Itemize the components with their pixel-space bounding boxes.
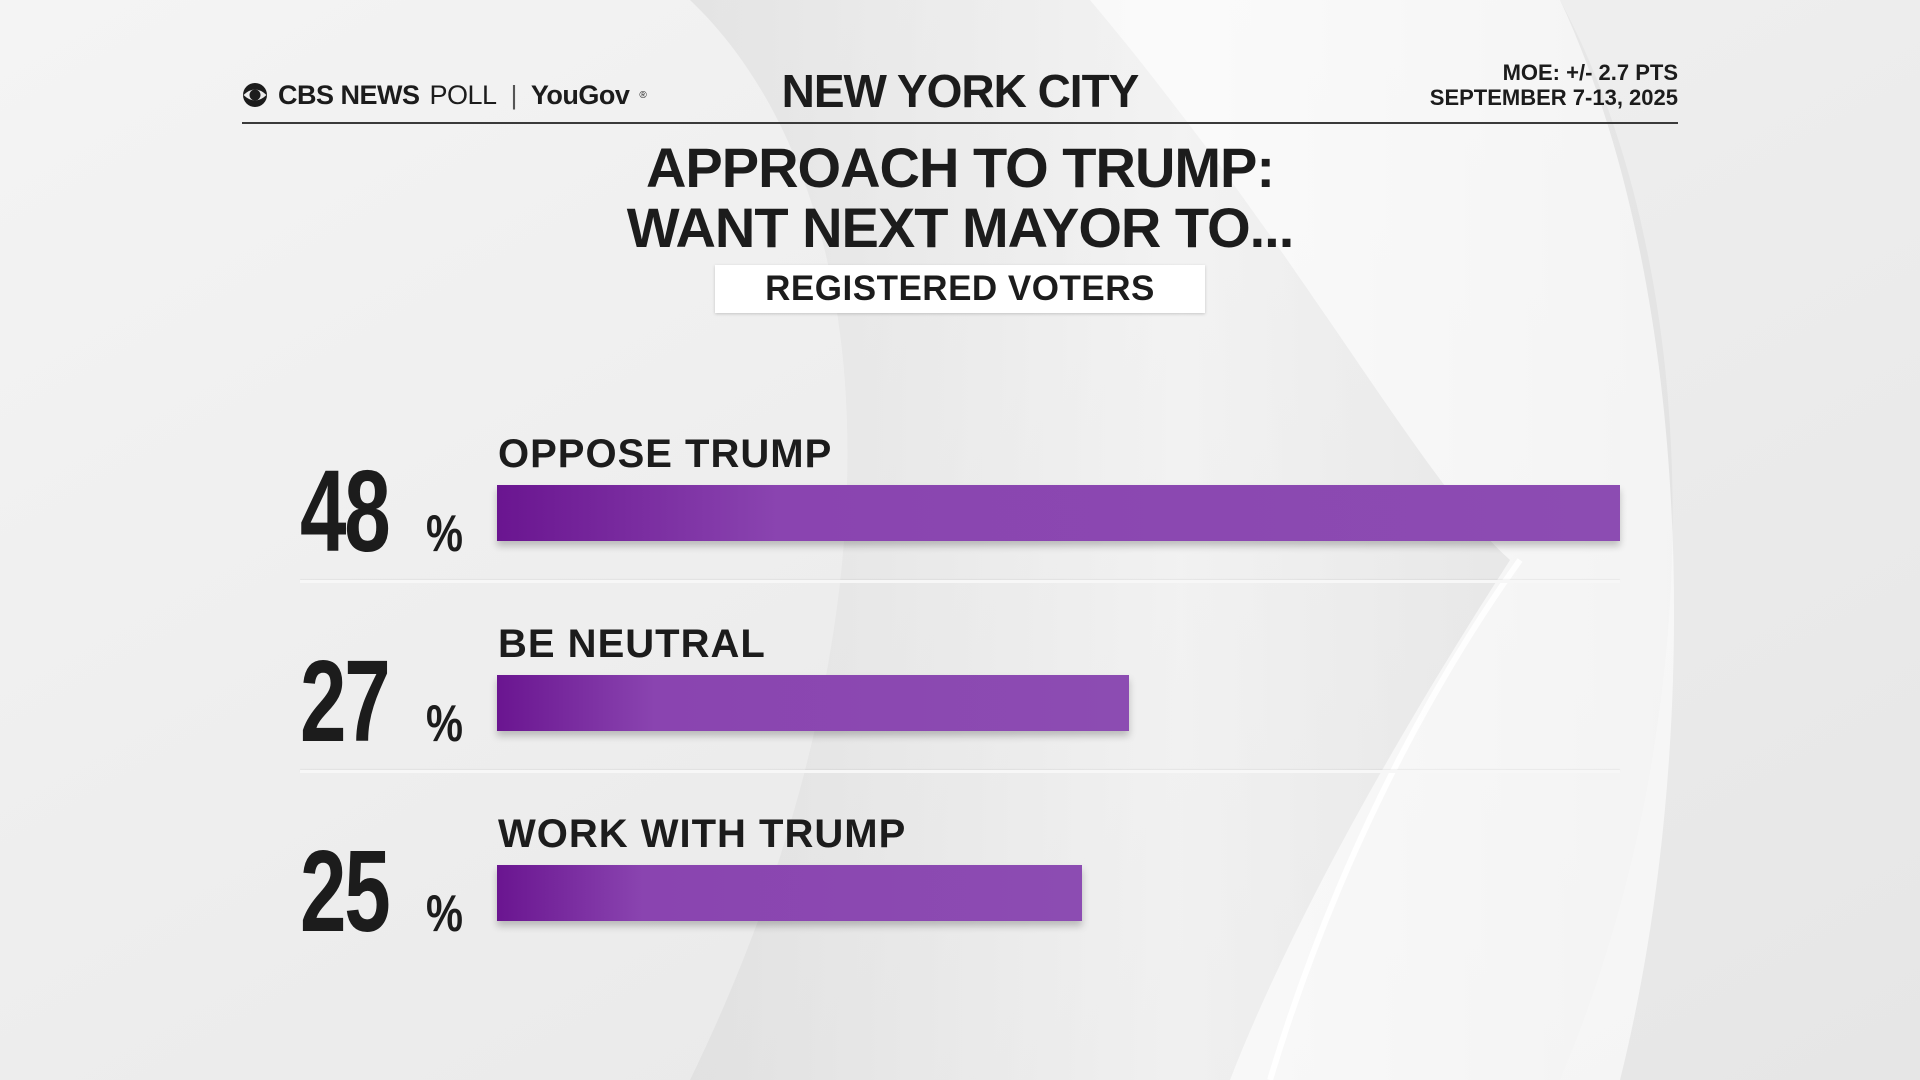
value-label: 25% (300, 826, 480, 956)
poll-dates: SEPTEMBER 7-13, 2025 (1429, 85, 1678, 110)
bar-row: 27% BE NEUTRAL (0, 582, 1920, 773)
poll-meta: MOE: +/- 2.7 PTS SEPTEMBER 7-13, 2025 (1430, 60, 1678, 110)
value-number: 27 (300, 636, 391, 766)
category-label: OPPOSE TRUMP (498, 432, 833, 476)
value-number: 48 (300, 446, 391, 576)
chart-title-line-1: APPROACH TO TRUMP: (645, 136, 1275, 199)
value-label: 27% (300, 636, 480, 766)
bar (497, 865, 1082, 921)
bar-row: 25% WORK WITH TRUMP (0, 772, 1920, 962)
header-rule (242, 122, 1678, 124)
poll-word: POLL (429, 79, 498, 110)
margin-of-error: MOE: +/- 2.7 PTS (1502, 60, 1678, 85)
registered-mark: ® (639, 89, 647, 101)
category-label: WORK WITH TRUMP (498, 812, 907, 856)
partner-name: YouGov (530, 79, 630, 110)
bar-row: 48% OPPOSE TRUMP (0, 392, 1920, 583)
percent-sign: % (426, 695, 463, 753)
row-divider (300, 580, 1620, 583)
population-badge: REGISTERED VOTERS (715, 265, 1205, 313)
value-label: 48% (300, 446, 480, 576)
chart-title: APPROACH TO TRUMP: WANT NEXT MAYOR TO... (460, 138, 1460, 258)
category-label: BE NEUTRAL (498, 622, 766, 666)
bar (497, 675, 1129, 731)
percent-sign: % (426, 885, 463, 943)
percent-sign: % (426, 505, 463, 563)
brand-separator: | (510, 79, 518, 110)
chart-title-line-2: WANT NEXT MAYOR TO... (626, 196, 1295, 259)
cbs-eye-icon (243, 83, 267, 107)
network-name: CBS NEWS (278, 79, 420, 110)
brand-lockup: CBS NEWS POLL | YouGov ® (242, 78, 647, 112)
bar (497, 485, 1620, 541)
location-title: NEW YORK CITY (781, 65, 1140, 117)
row-divider (300, 770, 1620, 773)
value-number: 25 (300, 826, 391, 956)
